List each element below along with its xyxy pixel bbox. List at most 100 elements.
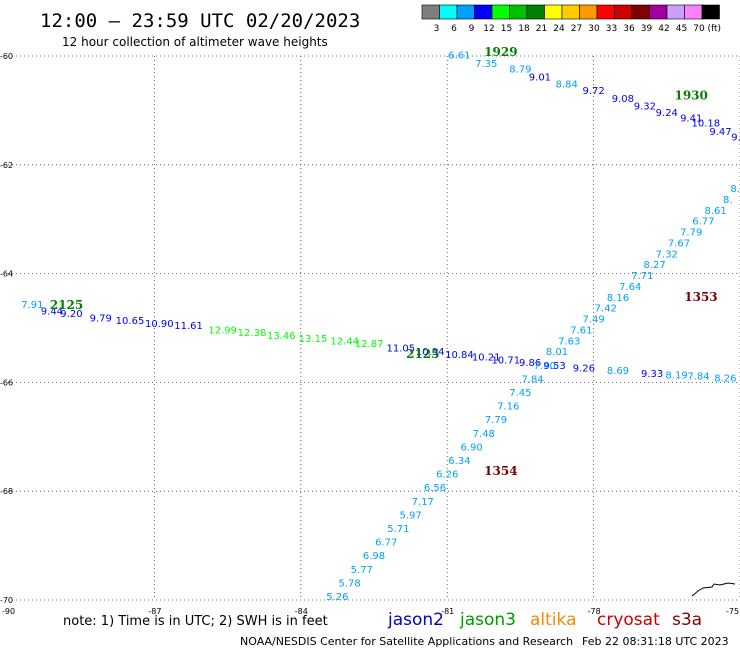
y-tick-label: -64 [0, 270, 13, 279]
colorbar-swatch [649, 4, 668, 20]
colorbar-label: 24 [553, 24, 565, 34]
wave-height-point: 7.84 [521, 374, 543, 385]
wave-height-point: 8.84 [556, 80, 578, 91]
colorbar-swatch [631, 4, 650, 20]
wave-height-point: 9.24 [656, 108, 678, 119]
wave-height-point: 7.64 [619, 282, 641, 293]
wave-height-point: 7.42 [595, 304, 617, 315]
x-tick-label: -84 [295, 607, 308, 616]
colorbar-label: 18 [518, 24, 530, 34]
colorbar-label: 36 [623, 24, 635, 34]
wave-height-point: 5.97 [399, 510, 421, 521]
wave-height-point: 9.33 [641, 369, 663, 380]
wave-height-point: 8.16 [607, 293, 629, 304]
colorbar-swatch [509, 4, 528, 20]
wave-height-point: 10.71 [491, 355, 520, 366]
wave-height-point: 7.32 [656, 249, 678, 260]
wave-height-point: 11.61 [174, 321, 203, 332]
colorbar-swatch [456, 4, 475, 20]
wave-height-point: 13.46 [267, 331, 296, 342]
wave-height-point: 8.19 [665, 371, 687, 382]
mission-jason2: jason2 [387, 610, 444, 630]
colorbar-swatch [491, 4, 510, 20]
colorbar-swatch [474, 4, 493, 20]
mission-jason3: jason3 [459, 610, 516, 630]
wave-height-point: 9.08 [612, 94, 634, 105]
wave-height-point: 5.26 [326, 592, 348, 603]
wave-height-point: 8. [723, 195, 733, 206]
mission-cryosat: cryosat [597, 610, 660, 630]
y-tick-label: -66 [0, 378, 13, 387]
colorbar-label: 27 [571, 24, 582, 34]
wave-height-point: 7.79 [680, 228, 702, 239]
x-tick-label: -78 [588, 607, 601, 616]
wave-height-point: 8.61 [704, 206, 726, 217]
wave-height-point: 10.18 [692, 119, 721, 130]
x-tick-label: -81 [441, 607, 454, 616]
wave-height-point: 8.27 [643, 260, 665, 271]
colorbar-label: 42 [658, 24, 669, 34]
wave-height-point: 5.71 [387, 524, 409, 535]
track-time-labels: 1929 1930 2125 2125 1353 1354 [50, 45, 718, 478]
track-time-label: 1929 [484, 45, 517, 59]
wave-height-point: 8.79 [509, 64, 531, 75]
colorbar-swatch [526, 4, 545, 20]
wave-height-point: 6.90 [460, 442, 482, 453]
wave-height-point: 7.79 [485, 415, 507, 426]
wave-height-point: 9.53 [543, 361, 565, 372]
colorbar-label: 70 [693, 24, 705, 34]
wave-height-point: 10.65 [116, 316, 145, 327]
colorbar-label: 6 [451, 24, 457, 34]
colorbar-label: 9 [469, 24, 475, 34]
wave-height-point: 7.48 [473, 429, 495, 440]
wave-height-point: 9.20 [60, 309, 82, 320]
y-tick-label: -68 [0, 487, 13, 496]
wave-height-point: 6.56 [424, 483, 446, 494]
track-time-label: 1930 [674, 89, 707, 103]
colorbar-label: 3 [434, 24, 440, 34]
colorbar-swatch [579, 4, 598, 20]
chart-title: 12:00 – 23:59 UTC 02/20/2023 [40, 10, 360, 32]
wave-height-point: 6.61 [448, 51, 470, 62]
x-tick-label: -75 [726, 607, 739, 616]
colorbar-label: 15 [501, 24, 512, 34]
wave-height-point: 9.01 [529, 72, 551, 83]
wave-height-point: 9.86 [519, 358, 541, 369]
wave-height-point: 7.84 [687, 372, 709, 383]
wave-height-point: 7.63 [558, 336, 580, 347]
wave-height-point: 7.40 [534, 361, 556, 372]
colorbar-label: 39 [641, 24, 653, 34]
mission-altika: altika [530, 610, 577, 630]
wave-height-point: 9.41 [680, 113, 702, 124]
x-tick-label: -87 [148, 607, 161, 616]
axis-tick-labels: -90 -87 -84 -81 -78 -75 -60 -62 -64 -66 -68 -70 [0, 52, 739, 616]
track-time-label: 2125 [406, 347, 439, 361]
wave-height-point: 12.44 [330, 336, 359, 347]
colorbar-swatch [561, 4, 580, 20]
track-time-label: 1353 [684, 290, 717, 304]
wave-height-point: 5.77 [351, 565, 373, 576]
colorbar-swatch [666, 4, 685, 20]
wave-height-point: 7.49 [582, 315, 604, 326]
colorbar-swatch [701, 4, 720, 20]
coastline [691, 582, 736, 597]
colorbar-swatch [614, 4, 633, 20]
y-tick-label: -60 [0, 52, 13, 61]
colorbar-swatch [439, 4, 458, 20]
wave-height-point: 9.72 [582, 86, 604, 97]
wave-height-point: 11.05 [387, 343, 416, 354]
colorbar-label: 21 [536, 24, 547, 34]
wave-height-point: 10.21 [472, 353, 501, 364]
colorbar-swatch [421, 4, 440, 20]
grid-lines [8, 55, 740, 601]
track-time-label: 2125 [50, 298, 83, 312]
wave-height-point: 9.79 [90, 313, 112, 324]
wave-height-point: 12.99 [208, 325, 237, 336]
colorbar-label: 30 [588, 24, 600, 34]
credit-text: NOAA/NESDIS Center for Satellite Applica… [240, 635, 573, 648]
wave-height-point: 8.69 [607, 366, 629, 377]
footer-note: note: 1) Time is in UTC; 2) SWH is in fe… [63, 614, 328, 629]
colorbar-swatch [596, 4, 615, 20]
